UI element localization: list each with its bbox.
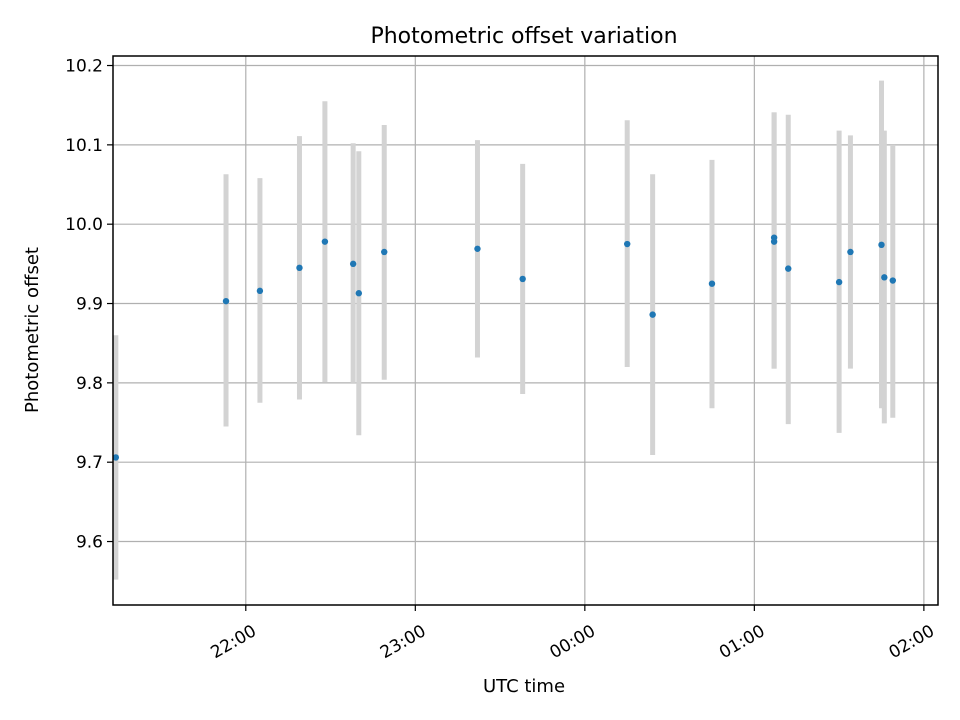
data-point bbox=[770, 238, 778, 245]
data-point bbox=[296, 264, 303, 272]
data-point bbox=[349, 260, 357, 268]
data-point bbox=[624, 240, 631, 248]
data-point bbox=[785, 265, 792, 272]
data-point bbox=[708, 280, 716, 287]
y-tick-label: 10.0 bbox=[65, 215, 103, 235]
data-point bbox=[474, 245, 481, 252]
data-point bbox=[355, 290, 363, 297]
grid-layer bbox=[113, 56, 938, 605]
data-point bbox=[381, 248, 388, 256]
y-tick-label: 9.7 bbox=[76, 453, 103, 473]
data-point bbox=[889, 277, 896, 284]
data-point bbox=[256, 287, 264, 295]
data-point bbox=[835, 278, 843, 286]
x-axis-label: UTC time bbox=[483, 676, 565, 697]
y-tick-label: 9.8 bbox=[76, 374, 103, 394]
chart-title: Photometric offset variation bbox=[370, 24, 677, 49]
data-point bbox=[519, 275, 526, 283]
data-point bbox=[847, 248, 854, 256]
data-point bbox=[222, 297, 230, 305]
y-tick-label: 9.6 bbox=[76, 533, 103, 553]
plot-area-frame bbox=[112, 55, 939, 606]
y-axis: 9.6 9.7 9.8 9.9 10.0 10.1 10.2 bbox=[65, 57, 113, 553]
y-axis-label: Photometric offset bbox=[22, 247, 43, 413]
y-tick-label: 10.2 bbox=[65, 57, 103, 77]
data-point bbox=[321, 238, 329, 245]
y-tick-label: 10.1 bbox=[65, 136, 103, 156]
y-tick-label: 9.9 bbox=[76, 295, 103, 315]
data-point bbox=[649, 311, 656, 318]
data-point bbox=[881, 274, 888, 281]
data-point bbox=[878, 241, 885, 249]
point-layer bbox=[112, 234, 896, 461]
data-point bbox=[112, 454, 120, 461]
